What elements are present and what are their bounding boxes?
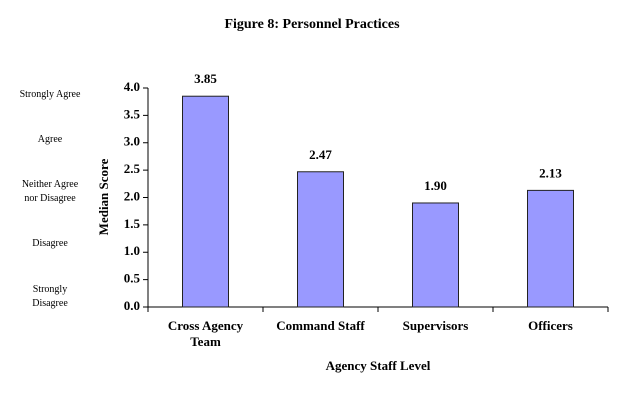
value-label: 2.13 [539, 165, 562, 180]
y-tick-label: 4.0 [124, 79, 140, 94]
y-tick-label: 3.0 [124, 134, 140, 149]
scale-annotation: Disagree [32, 238, 68, 249]
x-tick-label: Cross Agency Team [167, 318, 244, 349]
scale-annotation: Neither Agree nor Disagree [21, 179, 79, 204]
y-tick-label: 3.5 [124, 106, 141, 121]
value-label: 3.85 [194, 71, 217, 86]
scale-annotation: Agree [37, 134, 63, 145]
y-tick-label: 0.0 [124, 298, 140, 313]
bar [412, 202, 459, 308]
value-label: 1.90 [424, 178, 447, 193]
y-axis-label: Median Score [96, 158, 111, 235]
x-tick-label: Officers [528, 318, 573, 333]
x-tick-label: Command Staff [276, 318, 365, 333]
y-tick-label: 1.0 [124, 243, 140, 258]
value-label: 2.47 [309, 147, 332, 162]
x-tick-label: Supervisors [402, 318, 469, 333]
y-tick-label: 2.5 [124, 161, 141, 176]
scale-annotation: Strongly Agree [19, 89, 81, 100]
bar [527, 189, 574, 308]
y-tick-label: 2.0 [124, 188, 140, 203]
scale-annotation: Strongly Disagree [32, 284, 68, 309]
bar [297, 171, 344, 308]
chart-title: Figure 8: Personnel Practices [224, 17, 400, 32]
y-tick-label: 1.5 [124, 216, 141, 231]
y-tick-label: 0.5 [124, 271, 141, 286]
bar [182, 95, 229, 308]
x-axis-label: Agency Staff Level [326, 358, 431, 373]
